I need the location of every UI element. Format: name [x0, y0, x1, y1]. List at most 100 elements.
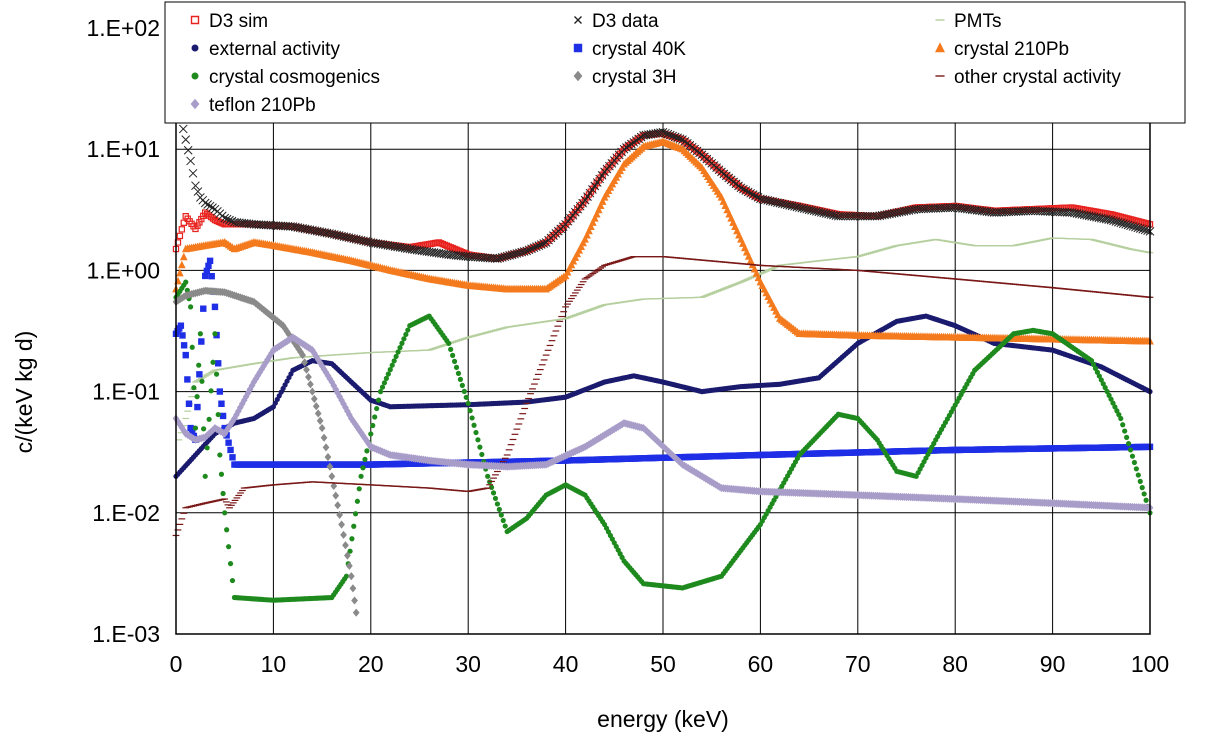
legend-item: D3 sim	[190, 11, 268, 32]
data-point	[629, 137, 639, 147]
data-point	[198, 338, 205, 345]
data-point	[324, 452, 332, 462]
legend-label: crystal 40K	[592, 39, 686, 60]
data-point	[539, 239, 549, 248]
data-point	[316, 416, 324, 425]
data-point	[202, 272, 209, 280]
data-point	[1135, 224, 1145, 233]
data-point	[198, 215, 205, 223]
data-point	[1106, 215, 1116, 225]
data-point	[318, 424, 326, 433]
data-point	[498, 512, 504, 518]
data-point	[397, 345, 403, 351]
data-point	[215, 360, 222, 367]
data-point	[455, 370, 462, 376]
legend-label: external activity	[209, 39, 340, 60]
data-point	[571, 253, 580, 261]
data-point	[510, 249, 519, 259]
data-point	[188, 304, 194, 310]
data-point	[326, 462, 334, 471]
data-point	[354, 498, 361, 504]
data-point	[502, 251, 512, 261]
data-point	[219, 220, 226, 227]
data-point	[310, 394, 318, 403]
data-point	[208, 272, 215, 280]
data-point	[493, 254, 502, 264]
series-other-crystal-activity	[172, 255, 1154, 537]
data-point	[375, 397, 382, 403]
data-point	[172, 245, 180, 253]
data-point	[342, 541, 349, 550]
data-point	[488, 484, 495, 490]
data-point	[322, 443, 330, 452]
series-crystal-cosmogenics	[173, 279, 1153, 603]
x-tick-label: 0	[170, 651, 183, 677]
data-point	[465, 400, 471, 406]
data-point	[225, 544, 232, 550]
data-point	[636, 132, 646, 142]
data-point	[360, 465, 366, 471]
data-point	[225, 439, 232, 446]
data-point	[217, 219, 225, 226]
data-point	[381, 380, 388, 386]
data-point	[194, 394, 200, 400]
data-point	[1123, 220, 1133, 230]
data-point	[619, 144, 629, 154]
data-point	[1098, 377, 1104, 383]
data-point	[467, 408, 473, 414]
legend-marker	[191, 44, 199, 52]
data-point	[592, 209, 601, 218]
data-point	[320, 433, 328, 442]
data-point	[1090, 361, 1097, 368]
data-point	[490, 490, 497, 496]
data-point	[1104, 388, 1110, 395]
legend-item: crystal 40K	[573, 39, 686, 60]
data-point	[631, 136, 641, 145]
data-point	[401, 336, 407, 342]
data-point	[1143, 497, 1149, 503]
data-point	[206, 257, 214, 265]
data-point	[1131, 459, 1138, 466]
data-point	[581, 234, 589, 243]
data-point	[200, 198, 210, 208]
data-point	[634, 134, 644, 144]
data-point	[1106, 392, 1112, 398]
data-point	[209, 215, 217, 222]
data-point	[208, 203, 217, 212]
data-point	[587, 222, 595, 231]
data-point	[224, 527, 230, 533]
legend-item: crystal 3H	[573, 67, 676, 88]
data-point	[194, 403, 201, 411]
data-point	[200, 426, 207, 432]
data-point	[229, 454, 236, 461]
data-point	[561, 271, 570, 280]
data-point	[502, 523, 508, 529]
data-point	[1112, 404, 1118, 410]
data-point	[383, 375, 389, 382]
legend-item: PMTs	[935, 11, 1002, 32]
data-point	[514, 248, 524, 258]
x-tick-label: 30	[455, 651, 481, 677]
data-point	[218, 400, 225, 407]
data-point	[303, 365, 310, 374]
data-point	[596, 201, 605, 210]
data-point	[351, 596, 358, 605]
data-point	[192, 225, 199, 233]
data-point	[668, 131, 678, 141]
data-point	[200, 305, 207, 312]
data-point	[343, 573, 350, 579]
data-point	[205, 201, 215, 211]
data-point	[178, 226, 186, 233]
data-point	[336, 510, 344, 519]
data-point	[349, 584, 357, 593]
data-point	[203, 210, 211, 218]
legend-label: crystal 210Pb	[954, 39, 1069, 60]
data-point	[1092, 365, 1099, 371]
data-point	[485, 473, 491, 479]
data-point	[1139, 485, 1145, 491]
data-point	[178, 260, 186, 269]
data-point	[314, 409, 322, 418]
data-point	[399, 340, 405, 346]
data-point	[459, 382, 465, 388]
data-point	[598, 197, 607, 205]
